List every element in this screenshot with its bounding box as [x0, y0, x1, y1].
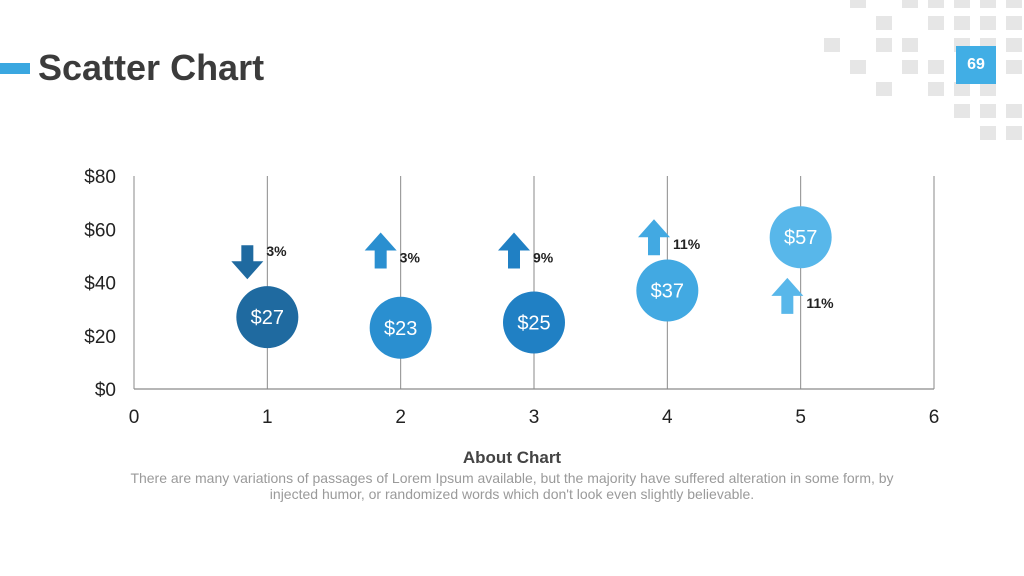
x-tick-label: 6 [929, 407, 940, 428]
decorative-square [1006, 60, 1022, 74]
trend-arrow-up-icon [498, 232, 530, 269]
scatter-point [636, 259, 699, 322]
x-tick-label: 2 [395, 407, 406, 428]
decorative-square [928, 0, 944, 8]
scatter-point [369, 296, 432, 359]
decorative-square [1006, 104, 1022, 118]
x-tick-label: 0 [129, 407, 140, 428]
decorative-square [850, 0, 866, 8]
caption-title: About Chart [462, 448, 562, 467]
decorative-square [876, 16, 892, 30]
decorative-square [1006, 16, 1022, 30]
scatter-point [503, 291, 565, 354]
point-value-label: $57 [784, 227, 817, 249]
trend-arrow-up-icon [364, 232, 397, 269]
y-tick-label: $0 [95, 380, 116, 401]
trend-percent-label: 11% [806, 295, 834, 311]
trend-percent-label: 11% [673, 236, 701, 252]
decorative-square [1006, 38, 1022, 52]
decorative-square [902, 60, 918, 74]
x-tick-label: 3 [529, 407, 540, 428]
decorative-square [928, 60, 944, 74]
decorative-square [1006, 126, 1022, 140]
caption-body: There are many variations of passages of… [130, 470, 894, 502]
trend-percent-label: 9% [533, 250, 554, 266]
page-number-badge: 69 [956, 46, 996, 84]
decorative-square [876, 82, 892, 96]
decorative-square [902, 0, 918, 8]
decorative-square [954, 16, 970, 30]
decorative-square [928, 16, 944, 30]
decorative-square [980, 0, 996, 8]
decorative-square [1006, 0, 1022, 8]
x-tick-label: 4 [662, 407, 673, 428]
y-tick-label: $60 [84, 220, 116, 241]
point-value-label: $23 [384, 318, 417, 340]
decorative-square [876, 38, 892, 52]
decorative-square [954, 0, 970, 8]
trend-percent-label: 3% [400, 250, 421, 266]
decorative-square [980, 82, 996, 96]
decorative-square [980, 104, 996, 118]
point-value-label: $37 [651, 280, 684, 302]
y-tick-label: $80 [84, 167, 116, 188]
scatter-point [236, 286, 299, 349]
decorative-square [954, 104, 970, 118]
decorative-square [980, 126, 996, 140]
point-value-label: $27 [251, 307, 284, 329]
y-tick-label: $20 [84, 327, 116, 348]
title-accent-bar [0, 63, 30, 74]
decorative-square [928, 82, 944, 96]
decorative-squares [824, 0, 1022, 140]
decorative-square [902, 38, 918, 52]
x-tick-label: 1 [262, 407, 273, 428]
trend-arrow-up-icon [638, 219, 670, 256]
y-tick-label: $40 [84, 274, 116, 295]
trend-percent-label: 3% [266, 243, 287, 259]
point-value-label: $25 [517, 312, 550, 334]
trend-arrow-up-icon [771, 277, 804, 314]
x-tick-label: 5 [795, 407, 806, 428]
page-title: Scatter Chart [38, 47, 265, 88]
decorative-square [824, 38, 840, 52]
decorative-square [980, 16, 996, 30]
trend-arrow-down-icon [231, 245, 264, 280]
decorative-square [850, 60, 866, 74]
scatter-point [769, 206, 832, 269]
decorative-square [954, 82, 970, 96]
